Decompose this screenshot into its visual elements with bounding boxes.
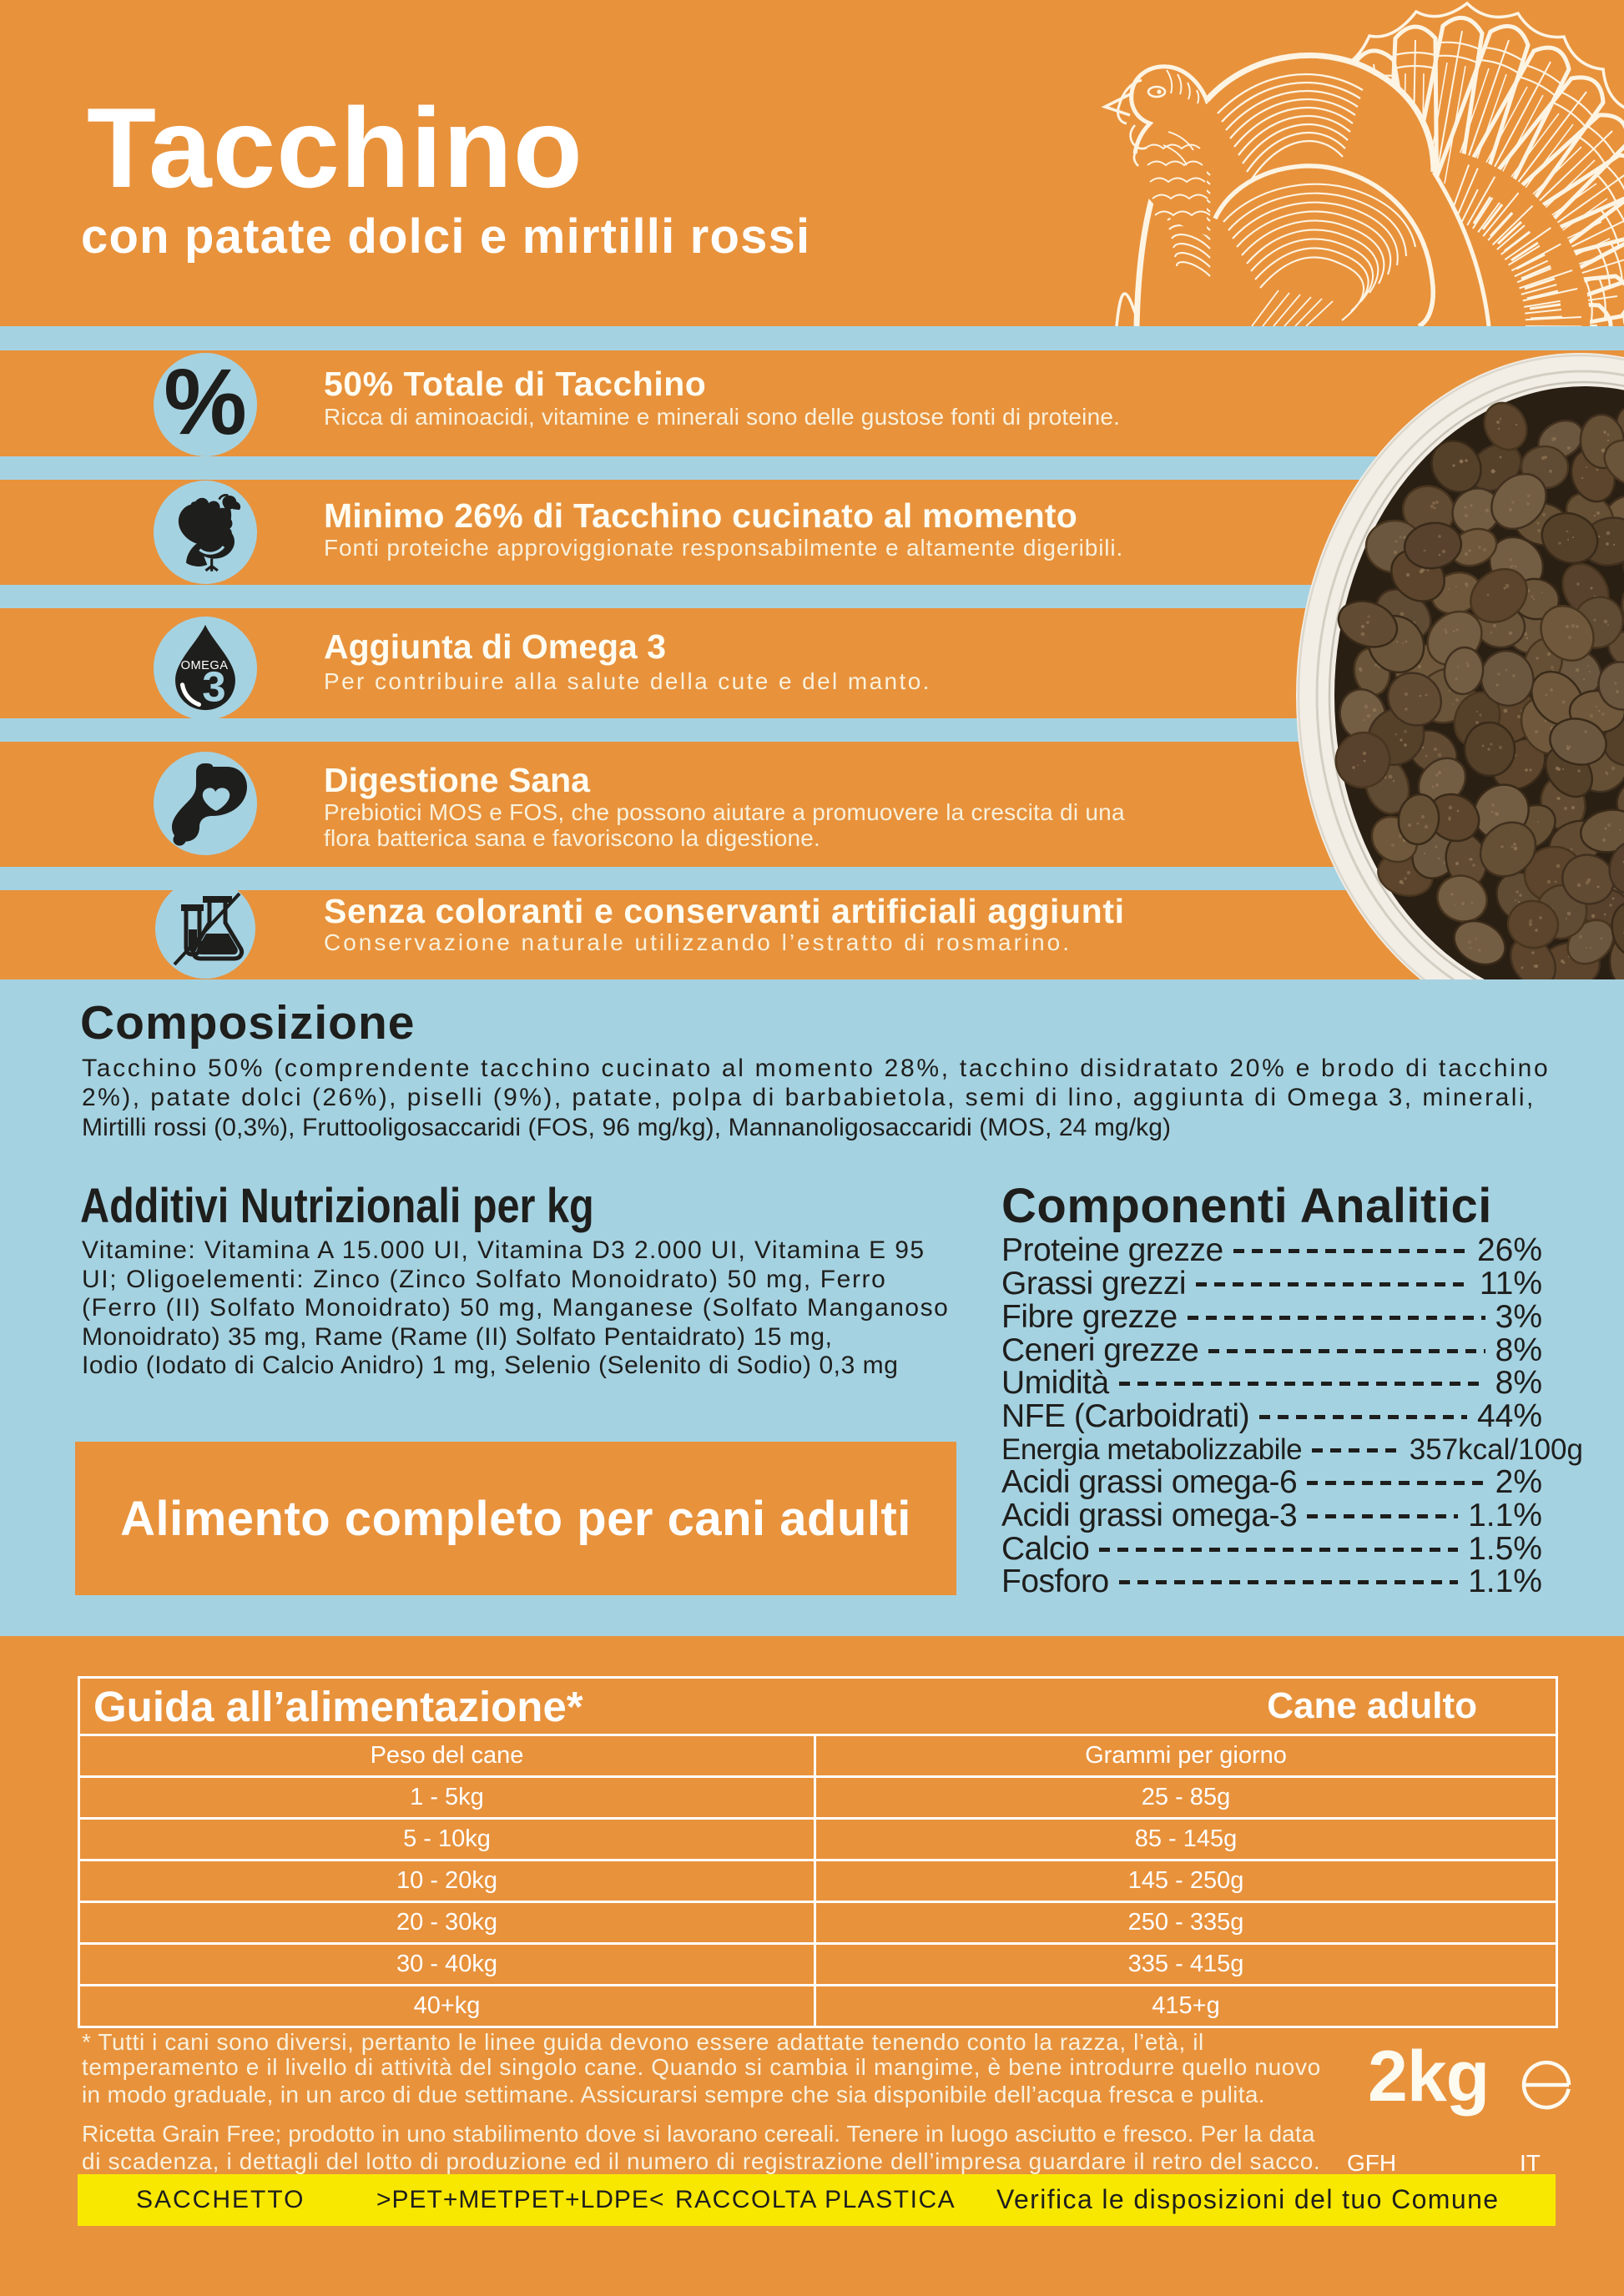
svg-text:3: 3: [202, 663, 225, 711]
svg-text:OMEGA: OMEGA: [181, 659, 229, 672]
